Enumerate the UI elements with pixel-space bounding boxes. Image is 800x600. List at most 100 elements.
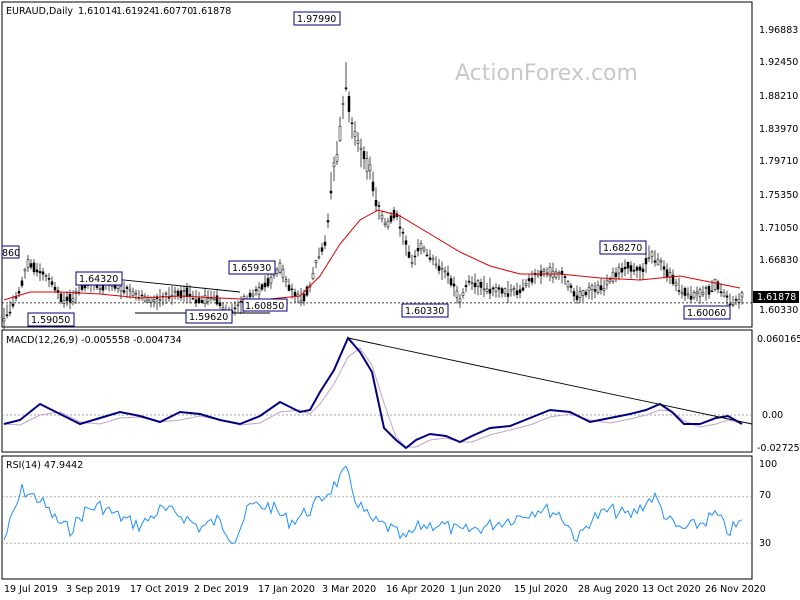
ohlc-open: 1.61014 <box>78 6 117 17</box>
price-candle-body <box>692 292 696 299</box>
price-candle-body <box>332 162 336 168</box>
xtick-9: 15 Jul 2020 <box>514 584 568 595</box>
xtick-8: 1 Jun 2020 <box>450 584 501 595</box>
price-candle-body <box>602 288 606 291</box>
price-candle-body <box>275 269 279 274</box>
price-candle-body <box>236 304 240 307</box>
macd-title: MACD(12,26,9) -0.005558 -0.004734 <box>6 335 182 346</box>
price-candle-body <box>53 286 57 291</box>
price-title-symbol: EURAUD,Daily <box>6 6 73 17</box>
price-candle-body <box>146 299 150 303</box>
price-candle-body <box>65 296 69 301</box>
annotation-1.60330-label: 1.60330 <box>405 306 444 317</box>
price-candle-body <box>38 271 42 274</box>
price-candle-body <box>506 293 510 297</box>
price-candle-body <box>32 262 36 273</box>
price-candle-body <box>503 288 507 294</box>
price-candle-body <box>455 290 459 298</box>
price-candle-body <box>320 247 324 252</box>
price-title: EURAUD,Daily 1.61014 1.61924 1.60770 1.6… <box>6 6 231 17</box>
price-candle-body <box>437 265 441 271</box>
price-candle-body <box>164 292 168 295</box>
price-candle-body <box>41 271 45 275</box>
price-candle-body <box>383 222 387 225</box>
price-candle-body <box>35 269 39 273</box>
price-candle-body <box>359 147 363 150</box>
price-candle-body <box>140 294 144 297</box>
price-candle-body <box>266 278 270 287</box>
price-candle-body <box>17 291 21 294</box>
price-candle-body <box>284 279 288 283</box>
rsi-ytick-70: 70 <box>759 490 771 501</box>
price-candle-body <box>191 298 195 300</box>
price-candle-body <box>539 270 543 277</box>
price-candle-body <box>179 290 183 299</box>
price-candle-body <box>248 292 252 298</box>
price-candle-body <box>131 291 135 296</box>
annotation-1.59050-label: 1.59050 <box>31 315 70 326</box>
price-candle-body <box>632 269 636 272</box>
price-candle-body <box>239 300 243 303</box>
price-candle-body <box>461 292 465 296</box>
price-candle-body <box>698 289 702 297</box>
price-candle-body <box>23 268 27 272</box>
price-candle-body <box>281 269 285 278</box>
annotation-1.65930-label: 1.65930 <box>232 263 271 274</box>
price-candle-body <box>317 256 321 259</box>
annotation-1.59050: 1.59050 <box>27 312 75 327</box>
price-candle-body <box>650 251 654 257</box>
price-candle-body <box>278 262 282 273</box>
price-candle-body <box>194 299 198 304</box>
price-ytick-6: 1.75350 <box>759 190 798 201</box>
price-candle-body <box>71 298 75 302</box>
price-candle-body <box>350 122 354 125</box>
price-candle-body <box>452 283 456 287</box>
price-candle-body <box>380 214 384 219</box>
macd-ytick-top: 0.060165 <box>757 334 800 345</box>
xtick-7: 16 Apr 2020 <box>386 584 445 595</box>
price-candle-body <box>587 287 591 292</box>
price-candle-body <box>656 259 660 266</box>
price-candle-body <box>254 289 258 291</box>
macd-y-axis: 0.060165 0.00 -0.02725 <box>757 334 800 454</box>
price-candle-body <box>167 297 171 299</box>
price-candle-body <box>641 268 645 273</box>
price-candle-body <box>233 307 237 310</box>
price-candle-body <box>203 295 207 304</box>
price-candle-body <box>269 277 273 284</box>
macd-ytick-zero: 0.00 <box>762 410 783 421</box>
xtick-1: 19 Jul 2019 <box>4 584 58 595</box>
price-candle-body <box>95 285 99 288</box>
price-candle-body <box>305 286 309 296</box>
price-candle-body <box>149 297 153 303</box>
price-candle-body <box>251 293 255 297</box>
price-candle-body <box>542 269 546 272</box>
xtick-2: 3 Sep 2019 <box>66 584 120 595</box>
ohlc-close: 1.61878 <box>192 6 231 17</box>
price-candle-body <box>590 285 594 290</box>
xtick-12: 26 Nov 2020 <box>705 584 766 595</box>
rsi-y-axis: 100 70 30 <box>759 459 777 549</box>
x-axis: 19 Jul 2019 3 Sep 2019 17 Oct 2019 2 Dec… <box>4 584 766 595</box>
price-candle-body <box>218 302 222 307</box>
price-candle-body <box>719 291 723 294</box>
price-candle-body <box>638 266 642 271</box>
price-candle-body <box>737 298 741 303</box>
price-candle-body <box>470 282 474 284</box>
price-candle-body <box>293 291 297 296</box>
price-candle-body <box>722 292 726 297</box>
price-candle-body <box>128 289 132 292</box>
price-candle-body <box>467 280 471 283</box>
price-candle-body <box>677 290 681 292</box>
price-candle-body <box>572 291 576 297</box>
price-ytick-1: 1.96883 <box>759 25 798 36</box>
price-candle-body <box>368 164 372 172</box>
price-candle-body <box>404 240 408 245</box>
price-candle-body <box>26 259 30 268</box>
price-candle-body <box>182 290 186 292</box>
rsi-title: RSI(14) 47.9442 <box>6 460 83 471</box>
macd-line <box>3 336 743 450</box>
price-candle-body <box>407 251 411 258</box>
moving-average-line <box>3 209 741 301</box>
